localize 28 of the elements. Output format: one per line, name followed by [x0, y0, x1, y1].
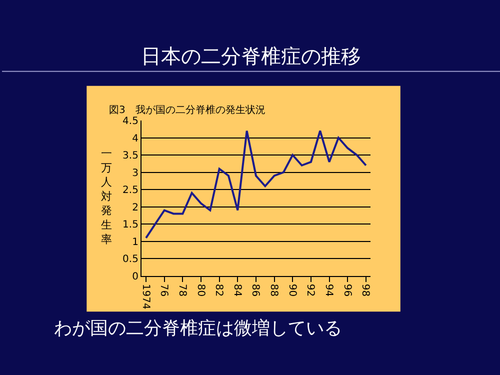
x-tick-label: 86	[250, 284, 261, 297]
y-tick-label: 2	[132, 202, 138, 214]
y-tick-label: 1.5	[122, 220, 138, 231]
x-tick-label: 1974	[140, 284, 151, 310]
y-tick-label: 0.5	[122, 254, 138, 266]
x-tick-label: 96	[341, 284, 352, 297]
x-tick-label: 90	[286, 284, 298, 297]
x-tick-label: 76	[158, 284, 170, 297]
chart-subtitle: 図3 我が国の二分脊椎の発生状況	[109, 104, 266, 116]
chart-title: 日本の二分脊椎症の推移	[141, 44, 361, 68]
x-tick-label: 78	[176, 284, 188, 297]
y-tick-label: 2.5	[122, 185, 138, 196]
y-tick-label: 4.5	[122, 116, 138, 127]
x-tick-label: 80	[194, 284, 206, 297]
x-tick-label: 82	[213, 284, 224, 297]
y-tick-label: 1	[132, 236, 138, 248]
y-tick-label: 4	[132, 133, 138, 144]
text: わが国の二分脊椎症は微増している	[54, 318, 342, 339]
line-series	[145, 130, 367, 239]
x-tick-label: 94	[323, 284, 334, 297]
y-tick-label: 3.5	[122, 150, 138, 162]
y-tick-label: 0	[132, 271, 138, 282]
x-tick-label: 92	[304, 284, 316, 297]
x-tick-label: 88	[268, 284, 280, 297]
y-axis-title: 一万人対発生率	[101, 147, 112, 246]
y-tick-label: 3	[132, 168, 138, 179]
x-tick-label: 98	[360, 284, 371, 297]
x-tick-label: 84	[231, 284, 242, 297]
